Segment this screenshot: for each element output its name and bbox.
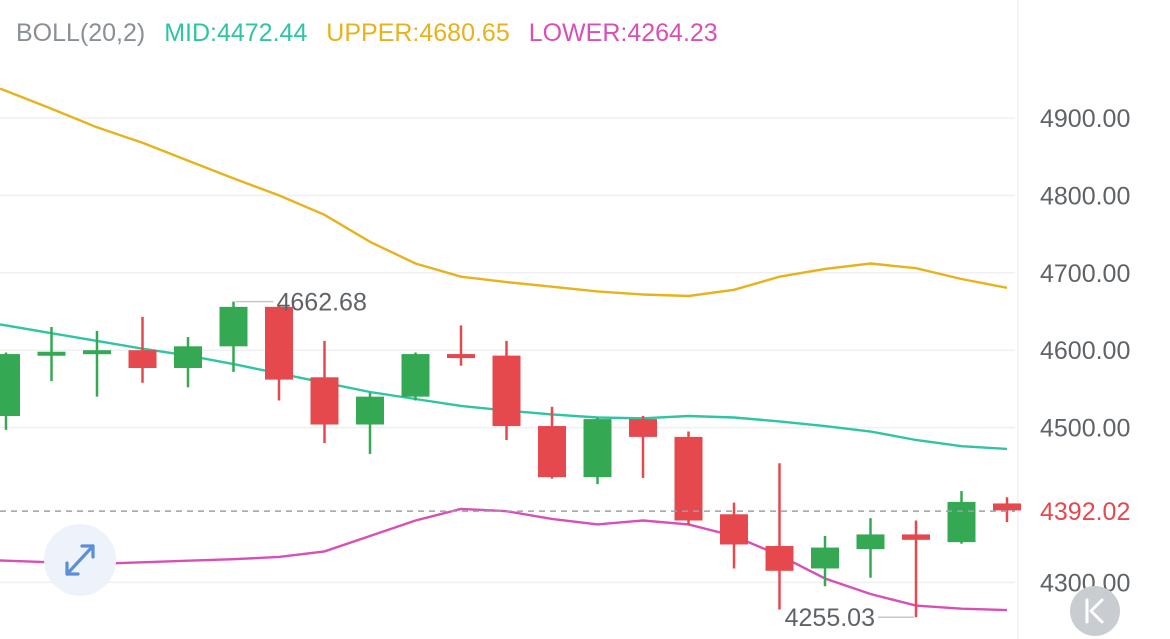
candle-up <box>83 330 111 397</box>
candle-body <box>902 534 930 540</box>
chevron-left-bar-icon <box>1085 598 1104 624</box>
candle-body <box>37 351 66 356</box>
candle-body <box>128 350 157 369</box>
candle-up <box>356 392 384 454</box>
mid-value: MID:4472.44 <box>164 19 307 47</box>
y-tick-label: 4900.00 <box>1040 105 1130 133</box>
current-price-line: 4392.02 <box>0 498 1130 526</box>
candle-down <box>128 316 157 383</box>
candle-up <box>37 326 66 382</box>
candle-up <box>856 518 885 578</box>
candle-down <box>310 340 339 444</box>
candle-body <box>492 355 521 427</box>
indicator-name: BOLL(20,2) <box>16 19 145 47</box>
expand-button[interactable] <box>44 524 116 596</box>
lower-value: LOWER:4264.23 <box>529 19 718 47</box>
candle-up <box>174 337 202 388</box>
mid-band-line <box>0 323 1008 451</box>
candle-body <box>174 346 202 369</box>
candle-body <box>219 306 248 347</box>
candle-body <box>310 377 339 425</box>
candle-body <box>993 503 1021 511</box>
candle-up <box>401 352 430 401</box>
candle-body <box>583 419 612 478</box>
candle-down <box>674 431 703 526</box>
candle-body <box>811 547 839 569</box>
candle-body <box>629 419 657 437</box>
indicator-legend: BOLL(20,2) MID:4472.44 UPPER:4680.65 LOW… <box>16 19 718 47</box>
current-price-label: 4392.02 <box>1040 498 1130 526</box>
lower-band-line <box>0 507 1008 612</box>
candle-down <box>265 305 293 401</box>
candle-down <box>720 502 748 569</box>
upper-band-line <box>0 87 1008 298</box>
bollinger-bands <box>0 87 1008 612</box>
candle-body <box>856 534 885 550</box>
candle-body <box>356 396 384 425</box>
collapse-button[interactable] <box>1070 586 1120 636</box>
candle-down <box>765 463 794 610</box>
candle-body <box>674 436 703 521</box>
candle-body <box>447 354 475 359</box>
candles <box>0 301 1021 618</box>
price-annotations: 4662.68 4255.03 <box>235 289 914 632</box>
min-price-label: 4255.03 <box>785 604 875 632</box>
candle-up <box>219 301 248 372</box>
candle-body <box>83 350 111 355</box>
candle-down <box>447 325 475 366</box>
max-price-label: 4662.68 <box>277 289 367 317</box>
y-tick-label: 4600.00 <box>1040 337 1130 365</box>
upper-value: UPPER:4680.65 <box>326 19 509 47</box>
candle-body <box>401 354 430 397</box>
candle-down <box>629 415 657 478</box>
candle-up <box>0 352 20 430</box>
y-axis: 4900.004800.004700.004600.004500.004300.… <box>1040 105 1130 597</box>
y-tick-label: 4800.00 <box>1040 182 1130 210</box>
candle-down <box>902 520 930 618</box>
candle-body <box>720 514 748 545</box>
candle-up <box>583 417 612 485</box>
candle-up <box>811 535 839 587</box>
candle-body <box>0 354 20 416</box>
candle-body <box>765 546 794 571</box>
candle-down <box>492 340 521 440</box>
candle-body <box>947 501 976 543</box>
candle-body <box>538 426 566 478</box>
candle-up <box>947 491 976 544</box>
candle-down <box>538 406 566 479</box>
candle-body <box>265 306 293 380</box>
expand-arrows-icon <box>65 544 95 576</box>
candle-down <box>993 497 1021 523</box>
y-tick-label: 4700.00 <box>1040 260 1130 288</box>
y-tick-label: 4500.00 <box>1040 415 1130 443</box>
